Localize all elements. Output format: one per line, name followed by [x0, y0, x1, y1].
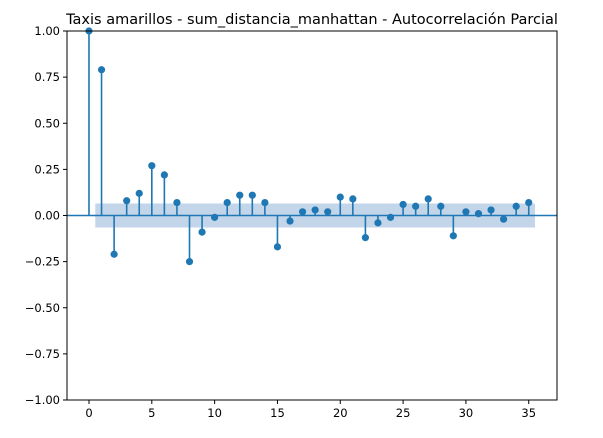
marker-lag-14 [261, 198, 269, 207]
marker-lag-1 [97, 66, 106, 74]
y-tick-label-2: −0.50 [25, 301, 60, 315]
marker-lag-25 [399, 200, 407, 209]
marker-lag-22 [361, 234, 369, 242]
marker-lag-15 [273, 243, 282, 251]
x-tick-label-15: 15 [270, 406, 285, 420]
marker-lag-6 [160, 171, 168, 179]
marker-lag-35 [525, 198, 533, 207]
marker-lag-21 [349, 195, 357, 203]
marker-lag-7 [173, 198, 181, 207]
marker-lag-17 [298, 208, 307, 216]
marker-lag-12 [236, 191, 244, 199]
marker-lag-30 [462, 208, 470, 216]
x-tick-label-0: 0 [85, 406, 92, 420]
markers-layer [85, 27, 533, 266]
x-tick-label-35: 35 [521, 406, 536, 420]
marker-lag-34 [512, 202, 520, 210]
marker-lag-31 [474, 210, 483, 218]
marker-lag-16 [286, 217, 294, 225]
marker-lag-11 [223, 198, 231, 207]
y-tick-label-1: −0.75 [25, 347, 60, 361]
marker-lag-24 [386, 213, 395, 221]
x-tick-label-5: 5 [148, 406, 155, 420]
marker-lag-32 [487, 206, 495, 214]
x-tick-label-25: 25 [396, 406, 411, 420]
y-tick-label-0: −1.00 [25, 393, 60, 407]
marker-lag-29 [449, 232, 457, 240]
chart-title: Taxis amarillos - sum_distancia_manhatta… [65, 12, 558, 28]
marker-lag-28 [437, 202, 445, 210]
marker-lag-33 [500, 215, 508, 223]
y-tick-label-3: −0.25 [25, 255, 60, 269]
x-tick-label-20: 20 [333, 406, 348, 420]
marker-lag-27 [424, 195, 432, 203]
marker-lag-2 [110, 250, 118, 258]
y-tick-label-8: 1.00 [34, 24, 60, 38]
marker-lag-4 [135, 189, 143, 197]
y-ticks-layer: −1.00 −0.75 −0.50 −0.25 0.00 0.25 0.50 0.75 1.00 [25, 24, 67, 407]
y-tick-label-7: 0.75 [34, 70, 60, 84]
marker-lag-8 [185, 258, 194, 266]
x-ticks-layer: 0 5 10 15 20 25 30 35 [85, 400, 536, 420]
marker-lag-20 [336, 193, 344, 201]
x-tick-label-30: 30 [459, 406, 474, 420]
marker-lag-10 [211, 213, 219, 221]
y-tick-label-5: 0.25 [34, 162, 60, 176]
marker-lag-13 [248, 191, 256, 199]
marker-lag-9 [198, 228, 206, 236]
x-tick-label-10: 10 [207, 406, 222, 420]
y-tick-label-6: 0.50 [34, 116, 60, 130]
y-tick-label-4: 0.00 [34, 209, 60, 223]
marker-lag-19 [324, 208, 332, 216]
marker-lag-23 [374, 219, 382, 227]
marker-lag-26 [412, 202, 420, 210]
marker-lag-5 [148, 162, 156, 170]
marker-lag-3 [123, 197, 131, 205]
marker-lag-18 [311, 206, 319, 214]
